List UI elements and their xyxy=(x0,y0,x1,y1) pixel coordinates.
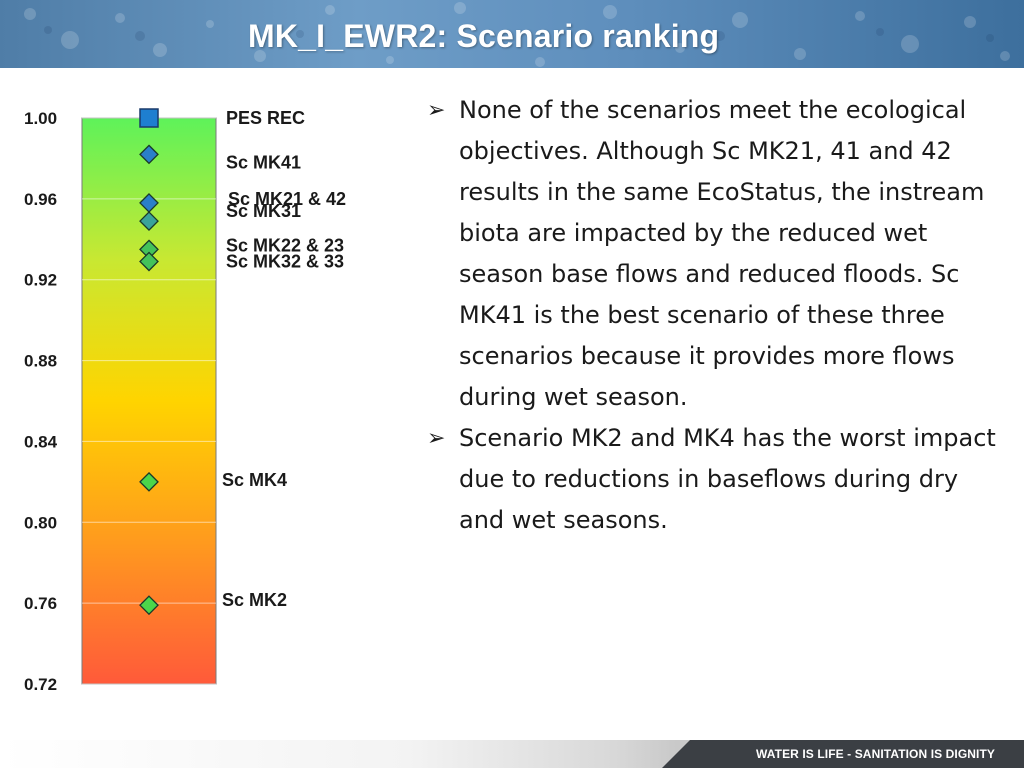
point-label: Sc MK32 & 33 xyxy=(226,252,344,272)
scenario-ranking-chart: 1.00 0.96 0.92 0.88 0.84 0.80 0.76 0.72 PES REC S… xyxy=(0,80,400,710)
footer-wedge xyxy=(662,740,690,768)
footer-dark-band xyxy=(690,740,1024,768)
point-label: Sc MK4 xyxy=(222,470,287,490)
bullet-item-1: ➢ None of the scenarios meet the ecologi… xyxy=(425,90,1005,418)
y-tick-label: 0.80 xyxy=(24,513,57,532)
data-point-diamond xyxy=(139,595,159,616)
data-point-diamond xyxy=(139,251,159,272)
y-tick-label: 0.92 xyxy=(24,271,57,290)
point-label: Sc MK2 xyxy=(222,590,287,610)
bullet-text: None of the scenarios meet the ecologica… xyxy=(459,96,985,411)
chart-svg: 1.00 0.96 0.92 0.88 0.84 0.80 0.76 0.72 PES REC S… xyxy=(24,108,346,694)
data-point-diamond xyxy=(139,471,159,492)
point-label: PES REC xyxy=(226,108,305,128)
point-label: Sc MK31 xyxy=(226,201,301,221)
arrow-bullet-icon: ➢ xyxy=(427,426,446,451)
point-label: Sc MK21 & 42 xyxy=(228,189,346,209)
point-label: Sc MK41 xyxy=(226,152,301,172)
title-bar: MK_I_EWR2: Scenario ranking xyxy=(0,0,1024,68)
y-tick-label: 0.76 xyxy=(24,594,57,613)
bullet-item-2: ➢ Scenario MK2 and MK4 has the worst imp… xyxy=(425,418,1005,541)
y-tick-label: 0.96 xyxy=(24,190,57,209)
bullet-list: ➢ None of the scenarios meet the ecologi… xyxy=(425,90,1005,541)
y-tick-label: 1.00 xyxy=(24,109,57,128)
arrow-bullet-icon: ➢ xyxy=(427,98,446,123)
footer-bar: WATER IS LIFE - SANITATION IS DIGNITY xyxy=(0,740,1024,768)
data-point-diamond xyxy=(139,144,159,165)
page-title: MK_I_EWR2: Scenario ranking xyxy=(248,18,720,54)
data-point-square xyxy=(139,108,159,128)
y-tick-label: 0.88 xyxy=(24,352,57,371)
y-tick-label: 0.84 xyxy=(24,432,58,451)
y-tick-label: 0.72 xyxy=(24,675,57,694)
point-label: Sc MK22 & 23 xyxy=(226,235,344,255)
water-drops-texture xyxy=(24,2,1010,67)
bullet-text: Scenario MK2 and MK4 has the worst impac… xyxy=(459,424,996,534)
footer-tagline: WATER IS LIFE - SANITATION IS DIGNITY xyxy=(756,747,996,761)
data-point-diamond xyxy=(139,211,159,232)
